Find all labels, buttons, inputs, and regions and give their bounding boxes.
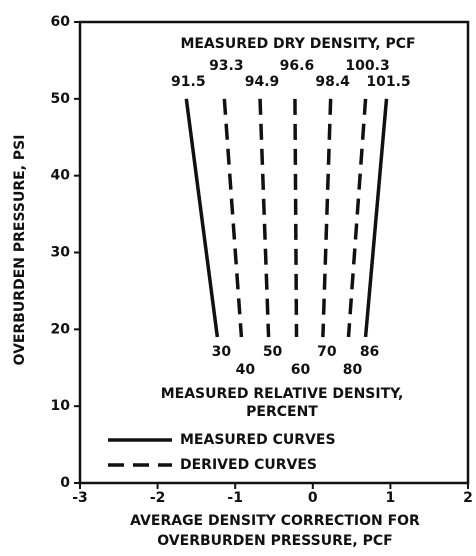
relative-density-label: 40 (236, 362, 256, 378)
dry-density-label: 94.9 (245, 74, 280, 90)
dry-density-label: 100.3 (345, 58, 389, 74)
x-tick-label: 1 (386, 490, 396, 506)
curve (363, 98, 389, 338)
dry-density-label: 93.3 (209, 58, 244, 74)
relative-density-label: 86 (360, 344, 379, 360)
curve (346, 98, 368, 338)
x-tick-label: -1 (227, 490, 243, 506)
dry-density-label: 101.5 (366, 74, 410, 90)
bottom-title: PERCENT (246, 404, 318, 420)
relative-density-label: 60 (291, 362, 311, 378)
y-tick-label: 60 (51, 14, 71, 30)
curve (222, 98, 244, 338)
dry-density-label: 98.4 (315, 74, 350, 90)
dry-density-label: 91.5 (171, 74, 206, 90)
relative-density-label: 30 (212, 344, 232, 360)
x-tick-label: 2 (463, 490, 473, 506)
y-tick-label: 40 (51, 168, 71, 184)
x-tick-label: 0 (308, 490, 318, 506)
y-tick-label: 50 (51, 91, 71, 107)
y-axis-label: OVERBURDEN PRESSURE, PSI (12, 135, 28, 366)
y-tick-label: 30 (51, 245, 71, 261)
curve (258, 98, 271, 338)
y-tick-label: 0 (60, 475, 70, 491)
y-tick-label: 20 (51, 321, 71, 337)
dry-density-label: 96.6 (280, 58, 315, 74)
relative-density-label: 80 (343, 362, 363, 378)
x-tick-label: -2 (150, 490, 166, 506)
x-axis-label: AVERAGE DENSITY CORRECTION FOR (130, 513, 420, 529)
x-axis-label: OVERBURDEN PRESSURE, PCF (157, 533, 392, 549)
curve (184, 98, 220, 338)
bottom-title: MEASURED RELATIVE DENSITY, (161, 386, 404, 402)
relative-density-label: 70 (317, 344, 337, 360)
curve (321, 98, 333, 338)
x-tick-label: -3 (72, 490, 88, 506)
legend-label: MEASURED CURVES (180, 432, 336, 448)
curve (293, 98, 299, 338)
y-tick-label: 10 (51, 398, 71, 414)
chart-title: MEASURED DRY DENSITY, PCF (180, 36, 415, 52)
legend-label: DERIVED CURVES (180, 457, 317, 473)
relative-density-label: 50 (263, 344, 283, 360)
